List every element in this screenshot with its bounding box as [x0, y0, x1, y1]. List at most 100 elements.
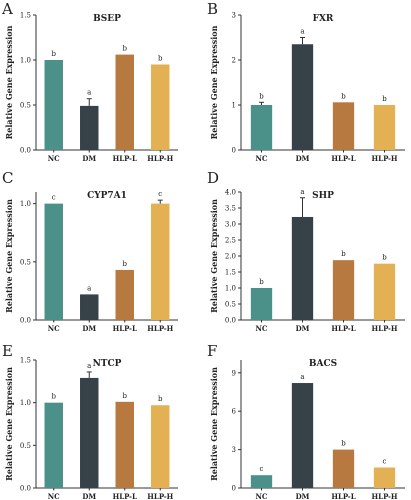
- significance-label: b: [52, 50, 57, 58]
- significance-label: a: [300, 373, 304, 381]
- y-tick-label: 3.0: [225, 221, 236, 229]
- x-tick-label: NC: [256, 492, 268, 500]
- bar: [291, 383, 314, 488]
- y-tick-label: 1.5: [20, 357, 31, 365]
- chart-panel-c: C 0.0 0.5 1.0 Relative Gene Expression CYP7A1…: [2, 169, 178, 333]
- chart-panel-a: A 0.0 0.5 1.0 1.5 Relative Gene Expression BSE…: [1, 0, 178, 163]
- chart-title: FXR: [313, 14, 334, 24]
- bar: [80, 294, 99, 320]
- y-tick-label: 1.0: [20, 200, 31, 208]
- y-axis-label: Relative Gene Expression: [4, 25, 14, 139]
- x-tick-label: DM: [296, 324, 310, 333]
- y-tick-label: 0.0: [20, 147, 31, 155]
- bar: [115, 269, 134, 320]
- y-tick-label: 2.0: [225, 253, 236, 261]
- chart-title: BSEP: [93, 14, 121, 24]
- x-tick-label: HLP-L: [113, 324, 137, 333]
- x-tick-label: NC: [256, 154, 268, 163]
- y-tick-label: 3.5: [225, 205, 236, 213]
- bar: [44, 60, 63, 150]
- y-axis-label: Relative Gene Expression: [4, 199, 14, 313]
- bar: [44, 203, 63, 320]
- bar: [250, 288, 273, 320]
- y-tick-label: 1.5: [225, 269, 236, 277]
- significance-label: a: [300, 28, 304, 36]
- significance-label: a: [87, 362, 91, 370]
- bar: [151, 203, 170, 320]
- bar: [250, 475, 273, 488]
- chart-title: SHP: [312, 191, 334, 201]
- x-tick-label: HLP-H: [372, 154, 398, 163]
- chart-title: CYP7A1: [87, 191, 127, 201]
- significance-label: b: [123, 392, 128, 400]
- y-tick-label: 0.0: [225, 317, 236, 325]
- significance-label: b: [341, 92, 346, 100]
- bar: [115, 401, 134, 488]
- panel-label: D: [207, 169, 219, 187]
- y-tick-label: 2.5: [225, 237, 236, 245]
- x-tick-label: DM: [82, 324, 96, 333]
- y-tick-label: 1: [232, 102, 236, 110]
- y-tick-label: 1.0: [20, 399, 31, 407]
- panel-label: A: [1, 0, 13, 18]
- bar: [373, 467, 396, 488]
- x-tick-label: HLP-L: [113, 492, 137, 500]
- bar: [115, 54, 134, 150]
- x-tick-label: HLP-H: [372, 492, 398, 500]
- y-tick-label: 0: [232, 485, 236, 493]
- x-tick-label: HLP-L: [113, 154, 137, 163]
- x-tick-label: HLP-H: [147, 324, 173, 333]
- bar: [291, 216, 314, 320]
- bar: [332, 102, 355, 150]
- y-tick-label: 9: [232, 369, 236, 377]
- x-tick-label: NC: [256, 324, 268, 333]
- y-tick-label: 6: [232, 408, 237, 416]
- y-axis-label: Relative Gene Expression: [209, 367, 219, 481]
- significance-label: b: [341, 250, 346, 258]
- y-tick-label: 0.5: [20, 258, 31, 266]
- panel-label: C: [2, 169, 13, 187]
- significance-label: a: [300, 188, 304, 196]
- bar: [373, 263, 396, 320]
- bar: [80, 105, 99, 150]
- panel-label: B: [207, 0, 218, 18]
- bar: [373, 105, 396, 150]
- x-tick-label: HLP-H: [372, 324, 398, 333]
- bar: [80, 377, 99, 488]
- bar: [291, 44, 314, 150]
- significance-label: a: [87, 284, 91, 292]
- chart-title: BACS: [309, 359, 337, 369]
- x-tick-label: NC: [48, 324, 60, 333]
- y-tick-label: 1.0: [20, 57, 31, 65]
- significance-label: b: [341, 440, 346, 448]
- x-tick-label: HLP-L: [331, 154, 355, 163]
- x-tick-label: NC: [48, 492, 60, 500]
- y-tick-label: 0.0: [20, 485, 31, 493]
- bar: [151, 405, 170, 488]
- x-tick-label: NC: [48, 154, 60, 163]
- significance-label: c: [383, 458, 387, 466]
- x-tick-label: HLP-H: [147, 492, 173, 500]
- chart-panel-b: B 0 1 2 3 Relative Gene Expression FXR b NC a DM b H…: [207, 0, 405, 163]
- significance-label: b: [382, 95, 387, 103]
- y-axis-label: Relative Gene Expression: [4, 367, 14, 481]
- significance-label: b: [123, 260, 128, 268]
- bar: [250, 105, 273, 150]
- chart-panel-f: F 0 3 6 9 Relative Gene Expression BACS c NC a DM b…: [207, 342, 405, 500]
- x-tick-label: DM: [296, 154, 310, 163]
- chart-panel-e: E 0.0 0.5 1.0 1.5 Relative Gene Expression NTC…: [2, 342, 178, 500]
- significance-label: a: [87, 89, 91, 97]
- y-axis-label: Relative Gene Expression: [209, 25, 219, 139]
- significance-label: b: [158, 395, 163, 403]
- significance-label: c: [260, 465, 264, 473]
- x-tick-label: HLP-H: [147, 154, 173, 163]
- significance-label: c: [52, 194, 56, 202]
- y-tick-label: 0.5: [225, 301, 236, 309]
- significance-label: b: [382, 254, 387, 262]
- bar: [44, 402, 63, 488]
- y-tick-label: 1.0: [225, 285, 236, 293]
- y-tick-label: 3: [232, 12, 236, 20]
- y-tick-label: 0.5: [20, 102, 31, 110]
- y-tick-label: 0.0: [20, 317, 31, 325]
